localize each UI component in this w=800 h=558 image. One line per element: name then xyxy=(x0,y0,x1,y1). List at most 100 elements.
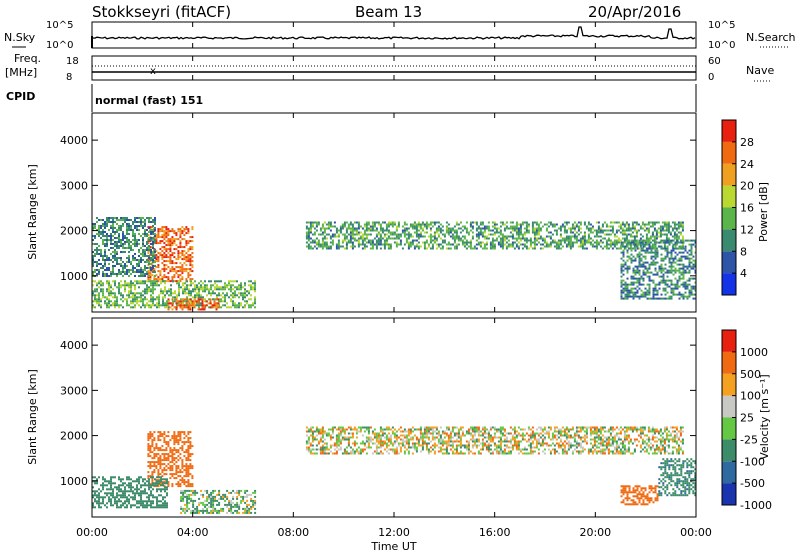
power-data-cell xyxy=(152,290,154,292)
velocity-data-cell xyxy=(208,512,210,514)
velocity-data-cell xyxy=(192,506,194,508)
power-data-cell xyxy=(154,217,156,219)
power-data-cell xyxy=(110,304,112,306)
power-data-cell xyxy=(637,248,639,250)
power-data-cell xyxy=(640,234,642,236)
velocity-data-cell xyxy=(152,476,154,478)
velocity-data-cell xyxy=(324,431,326,433)
power-data-cell xyxy=(518,224,520,226)
velocity-data-cell xyxy=(368,437,370,439)
power-data-cell xyxy=(250,284,252,286)
power-data-cell xyxy=(110,217,112,219)
velocity-data-cell xyxy=(126,504,128,506)
power-data-cell xyxy=(144,229,146,231)
velocity-data-cell xyxy=(368,433,370,435)
power-data-cell xyxy=(683,268,685,270)
power-data-cell xyxy=(146,247,148,249)
power-data-cell xyxy=(598,228,600,230)
velocity-data-cell xyxy=(191,453,193,455)
power-data-cell xyxy=(414,226,416,228)
velocity-data-cell xyxy=(179,431,181,433)
power-data-cell xyxy=(110,227,112,229)
velocity-data-cell xyxy=(244,502,246,504)
power-data-cell xyxy=(124,280,126,282)
power-data-cell xyxy=(112,267,114,269)
power-data-cell xyxy=(102,225,104,227)
power-data-cell xyxy=(655,244,657,246)
velocity-data-cell xyxy=(346,437,348,439)
power-data-cell xyxy=(116,286,118,288)
velocity-data-cell xyxy=(226,498,228,500)
power-data-cell xyxy=(174,296,176,298)
velocity-data-cell xyxy=(173,477,175,479)
power-data-cell xyxy=(436,232,438,234)
power-data-cell xyxy=(169,254,171,256)
velocity-data-cell xyxy=(192,510,194,512)
power-data-cell xyxy=(169,238,171,240)
power-data-cell xyxy=(652,224,654,226)
power-data-cell xyxy=(142,269,144,271)
power-data-cell xyxy=(185,278,187,280)
power-data-cell xyxy=(114,257,116,259)
power-data-cell xyxy=(693,286,695,288)
power-data-cell xyxy=(648,222,650,224)
velocity-data-cell xyxy=(230,512,232,514)
power-data-cell xyxy=(364,234,366,236)
power-data-cell xyxy=(98,271,100,273)
power-colorbar-swatch xyxy=(722,251,736,273)
velocity-data-cell xyxy=(334,449,336,451)
power-data-cell xyxy=(454,238,456,240)
velocity-data-cell xyxy=(366,427,368,429)
velocity-data-cell xyxy=(116,488,118,490)
power-data-cell xyxy=(110,225,112,227)
power-data-cell xyxy=(94,255,96,257)
power-data-cell xyxy=(116,257,118,259)
velocity-data-cell xyxy=(216,510,218,512)
power-data-cell xyxy=(452,244,454,246)
velocity-data-cell xyxy=(390,449,392,451)
velocity-data-cell xyxy=(378,441,380,443)
velocity-data-cell xyxy=(312,431,314,433)
velocity-data-cell xyxy=(94,494,96,496)
power-data-cell xyxy=(182,284,184,286)
velocity-data-cell xyxy=(314,439,316,441)
power-data-cell xyxy=(376,246,378,248)
power-data-cell xyxy=(436,228,438,230)
power-data-cell xyxy=(590,224,592,226)
power-data-cell xyxy=(306,246,308,248)
velocity-data-cell xyxy=(184,496,186,498)
power-data-cell xyxy=(150,296,152,298)
power-data-cell xyxy=(150,221,152,223)
power-data-cell xyxy=(202,302,204,304)
power-data-cell xyxy=(502,244,504,246)
power-data-cell xyxy=(442,226,444,228)
power-data-cell xyxy=(186,286,188,288)
power-data-cell xyxy=(204,290,206,292)
power-data-cell xyxy=(176,282,178,284)
power-data-cell xyxy=(94,243,96,245)
power-data-cell xyxy=(204,280,206,282)
power-data-cell xyxy=(418,238,420,240)
power-data-cell xyxy=(456,236,458,238)
power-data-cell xyxy=(454,248,456,250)
velocity-data-cell xyxy=(177,435,179,437)
velocity-data-cell xyxy=(114,500,116,502)
power-data-cell xyxy=(187,232,189,234)
power-data-cell xyxy=(641,296,643,298)
velocity-data-cell xyxy=(177,471,179,473)
power-data-cell xyxy=(584,242,586,244)
power-data-cell xyxy=(580,228,582,230)
velocity-data-cell xyxy=(334,427,336,429)
power-data-cell xyxy=(486,226,488,228)
power-data-cell xyxy=(486,244,488,246)
power-data-cell xyxy=(400,244,402,246)
velocity-data-cell xyxy=(340,435,342,437)
velocity-data-cell xyxy=(226,496,228,498)
power-data-cell xyxy=(468,232,470,234)
velocity-data-cell xyxy=(122,502,124,504)
velocity-data-cell xyxy=(120,480,122,482)
noise-tick-left-bottom: 10^0 xyxy=(46,40,73,51)
power-data-cell xyxy=(635,258,637,260)
power-data-cell xyxy=(691,290,693,292)
velocity-data-cell xyxy=(124,502,126,504)
